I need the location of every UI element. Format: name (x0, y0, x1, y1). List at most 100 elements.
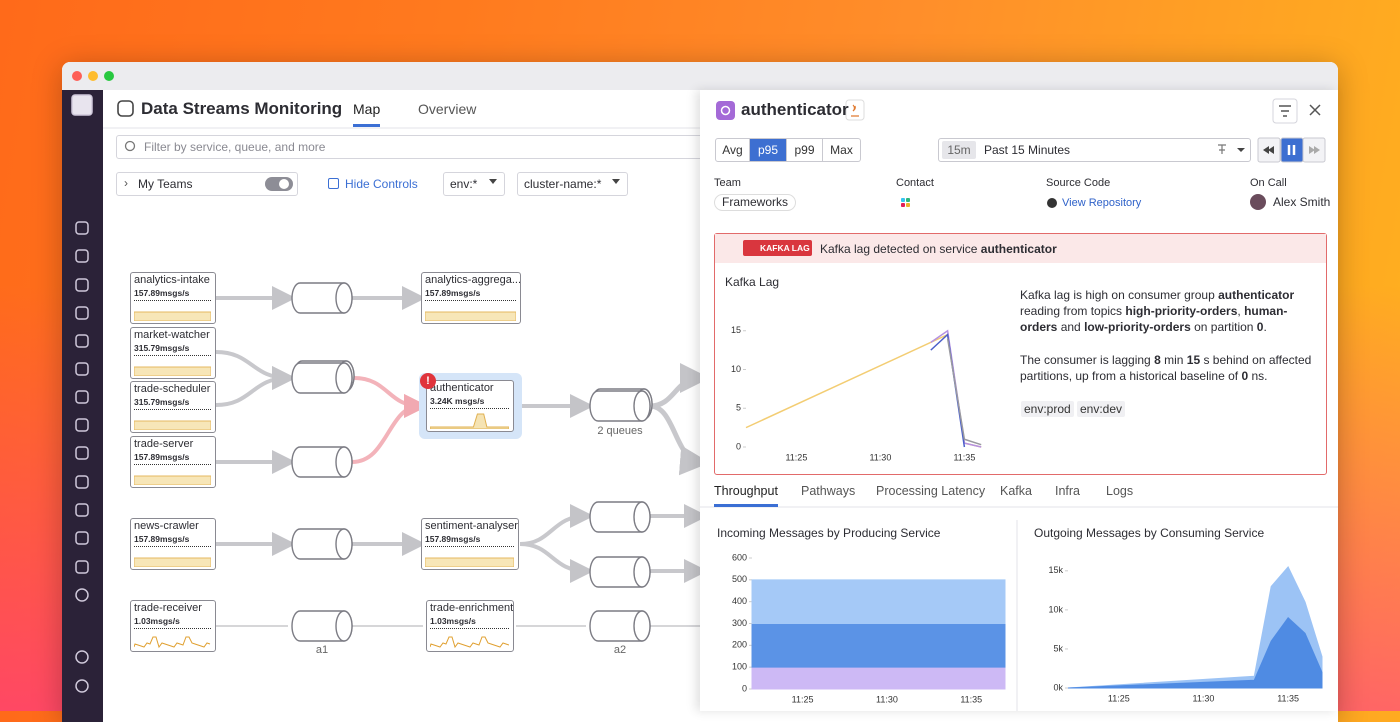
alert-box (714, 233, 1327, 475)
node-rate: 157.89msgs/s (425, 288, 481, 298)
node-rate: 1.03msgs/s (134, 616, 180, 626)
alert-dot: ! (420, 373, 436, 389)
node-rate: 157.89msgs/s (134, 452, 190, 462)
node-name: trade-server (134, 438, 194, 450)
sparkline (134, 475, 211, 485)
map-tab[interactable]: Map (353, 101, 381, 127)
hide-controls[interactable]: Hide Controls (345, 177, 418, 191)
node-name: trade-scheduler (134, 383, 211, 395)
my-teams-label: My Teams (138, 177, 193, 191)
sparkline (425, 311, 516, 321)
info-label: Source Code (1046, 177, 1111, 189)
filter-dropdown[interactable] (517, 172, 628, 196)
service-node[interactable]: trade-scheduler 315.79msgs/s (130, 381, 216, 433)
node-divider (430, 628, 509, 629)
service-node[interactable]: news-crawler 157.89msgs/s (130, 518, 216, 570)
node-rate: 3.24K msgs/s (430, 396, 485, 406)
alert-header (715, 234, 1326, 263)
filter-dropdown[interactable] (443, 172, 505, 196)
map-tab[interactable]: Overview (418, 101, 477, 117)
text-segment: , (1237, 304, 1245, 318)
time-range-box[interactable] (938, 138, 1251, 162)
sidebar (62, 90, 103, 722)
node-sparkline (134, 366, 211, 376)
close-dot[interactable] (72, 71, 82, 81)
my-teams-box[interactable] (116, 172, 298, 196)
alert-badge (743, 240, 812, 256)
text-segment: min (1160, 353, 1187, 367)
text-segment: . (1263, 320, 1267, 334)
service-node[interactable]: market-watcher 315.79msgs/s (130, 327, 216, 379)
panel-tab[interactable]: Kafka (1000, 484, 1032, 498)
node-rate: 157.89msgs/s (425, 534, 481, 544)
service-node[interactable]: analytics-intake 157.89msgs/s (130, 272, 216, 324)
text-segment: 0 (1241, 369, 1249, 383)
node-rate: 157.89msgs/s (134, 288, 190, 298)
node-divider (134, 409, 211, 410)
caret (489, 179, 497, 184)
panel-tab[interactable]: Processing Latency (876, 484, 986, 498)
node-divider (430, 408, 509, 409)
panel-tab[interactable]: Infra (1055, 484, 1081, 498)
panel-tab[interactable]: Pathways (801, 484, 856, 498)
node-divider (134, 628, 211, 629)
text-segment: The consumer is lagging (1020, 353, 1155, 367)
node-sparkline (425, 311, 516, 321)
node-divider (425, 546, 514, 547)
node-name: analytics-intake (134, 274, 210, 286)
node-divider (134, 464, 211, 465)
node-name: analytics-aggrega... (425, 274, 521, 286)
node-name: authenticator (430, 382, 494, 394)
text-segment: Kafka lag is high on consumer group (1020, 288, 1219, 302)
text-segment: authenticator (1218, 288, 1295, 302)
sparkline (425, 557, 514, 567)
node-name: trade-receiver (134, 602, 202, 614)
node-sparkline (134, 636, 211, 649)
sparkline (134, 366, 211, 376)
env-tag: env:dev (1077, 401, 1126, 417)
hide-controls-icon (328, 178, 339, 189)
info-label: On Call (1250, 177, 1287, 189)
node-name: news-crawler (134, 520, 199, 532)
team-chip[interactable]: Frameworks (714, 194, 797, 211)
info-label: Contact (896, 177, 934, 189)
node-divider (425, 300, 516, 301)
panel-tab[interactable]: Throughput (714, 484, 778, 507)
text-segment: high-priority-orders (1125, 304, 1238, 318)
stat-button[interactable]: p95 (750, 138, 787, 162)
node-rate: 157.89msgs/s (134, 534, 190, 544)
text-segment: 15 (1186, 353, 1201, 367)
node-divider (134, 300, 211, 301)
stat-button[interactable]: p99 (787, 138, 823, 162)
service-node[interactable]: trade-receiver 1.03msgs/s (130, 600, 216, 652)
sparkline (430, 413, 509, 429)
app-title: Data Streams Monitoring (141, 99, 343, 118)
node-rate: 315.79msgs/s (134, 397, 190, 407)
service-node[interactable]: trade-server 157.89msgs/s (130, 436, 216, 488)
text-segment: s behind on affected partitions, up from… (1020, 353, 1315, 383)
sparkline (134, 311, 211, 321)
source-link[interactable]: View Repository (1062, 197, 1142, 209)
alert-message: Kafka lag detected on service authentica… (820, 242, 1057, 256)
chevron: › (124, 176, 128, 190)
env-tag: env:prod (1021, 401, 1074, 417)
sparkline (134, 420, 211, 430)
sparkline (134, 636, 211, 649)
info-label: Team (714, 177, 741, 189)
stat-button[interactable]: Max (823, 138, 861, 162)
minimize-dot[interactable] (88, 71, 98, 81)
chart-title: Incoming Messages by Producing Service (717, 526, 941, 540)
search-placeholder: Filter by service, queue, and more (144, 140, 326, 154)
service-node[interactable]: sentiment-analyser 157.89msgs/s (421, 518, 519, 570)
panel-tab[interactable]: Logs (1106, 484, 1134, 498)
text-segment: reading from topics (1020, 288, 1298, 318)
stat-button[interactable]: Avg (715, 138, 750, 162)
node-sparkline (425, 557, 514, 567)
service-node[interactable]: trade-enrichment 1.03msgs/s (426, 600, 514, 652)
service-node[interactable]: analytics-aggrega... 157.89msgs/s (421, 272, 521, 324)
node-name: market-watcher (134, 329, 210, 341)
node-divider (134, 355, 211, 356)
zoom-dot[interactable] (104, 71, 114, 81)
service-node[interactable]: authenticator 3.24K msgs/s (426, 380, 514, 432)
node-rate: 315.79msgs/s (134, 343, 190, 353)
